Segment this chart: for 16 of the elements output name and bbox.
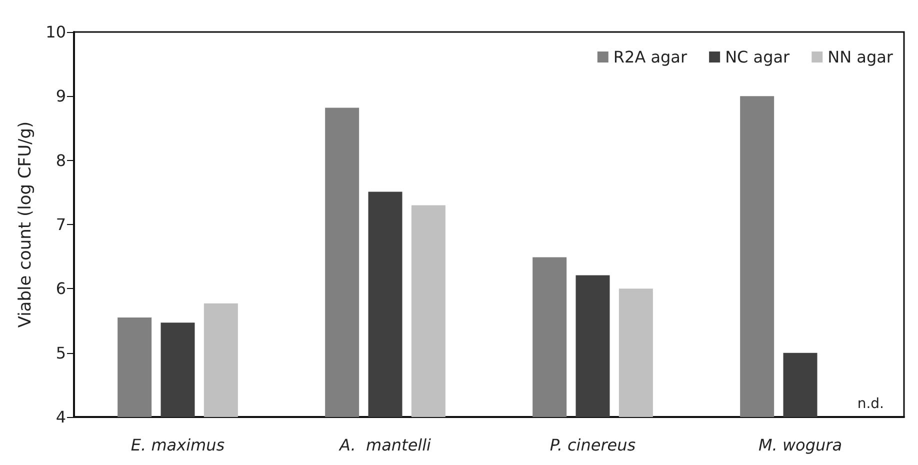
legend-label: R2A agar [613,48,688,66]
x-tick-label: P. cinereus [550,436,636,454]
y-tick-label: 4 [56,408,66,426]
y-tick-label: 10 [46,22,66,42]
y-tick-label: 6 [56,279,66,298]
x-tick-label: E. maximus [130,436,225,454]
y-tick-label: 8 [56,150,66,170]
y-tick-label: 9 [56,86,66,106]
y-tick-label: 7 [56,215,66,234]
x-tick-label: A. mantelli [338,436,432,454]
y-tick-label: 5 [56,343,66,362]
annotation: n.d. [857,396,884,412]
y-axis-title: Viable count (log CFU/g) [16,121,36,328]
x-tick-label: M. wogura [758,436,842,454]
legend-label: NC agar [725,48,790,66]
legend-label: NN agar [828,48,894,66]
